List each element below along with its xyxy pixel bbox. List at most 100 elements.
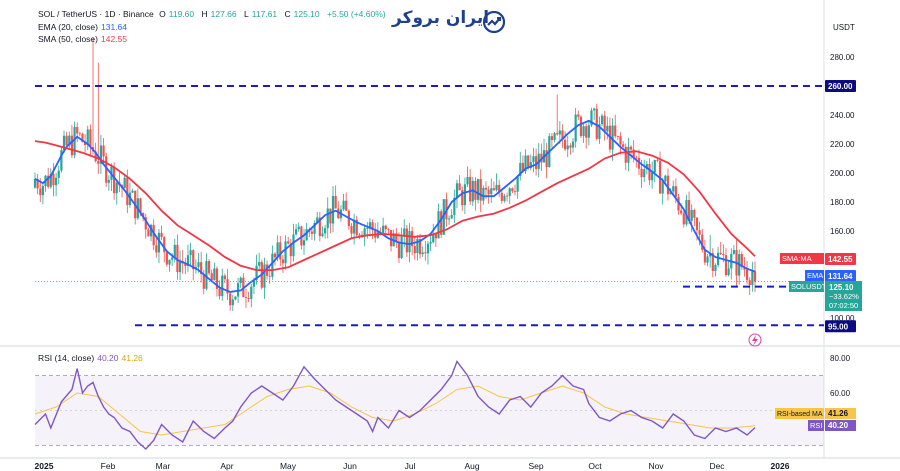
price-tick-label: 240.00	[830, 111, 855, 120]
candle-body	[498, 184, 501, 193]
candle-body	[276, 242, 279, 258]
candle-body	[685, 199, 688, 225]
candle-body	[413, 246, 416, 254]
time-axis: 2025 Feb Mar Apr May Jun Jul Aug Sep Oct Nov Dec 202…	[35, 461, 790, 471]
candle-body	[171, 257, 174, 260]
sma-legend[interactable]: SMA (50, close) 142.55	[38, 34, 130, 44]
change-tag: −33.62%	[829, 292, 859, 301]
candle-body	[622, 144, 625, 147]
candle-body	[210, 273, 213, 281]
candle-body	[587, 125, 590, 138]
last-price-box	[825, 281, 862, 311]
candle-body	[355, 219, 358, 236]
price-tick-label: 280.00	[830, 53, 855, 62]
candle-body	[165, 252, 168, 265]
candle-body	[603, 115, 606, 132]
candle-body	[461, 190, 464, 206]
candle-body	[534, 156, 538, 169]
candle-body	[545, 150, 548, 168]
iranbroker-logo: ایران بروکر	[392, 8, 490, 28]
symbol-name-tag-bg	[789, 281, 824, 292]
candle-body	[516, 175, 519, 192]
candle-body	[126, 177, 129, 206]
candle-body	[558, 130, 561, 135]
currency-label[interactable]: USDT	[833, 23, 855, 32]
last-price-tag: 125.10	[829, 283, 854, 292]
candle-body	[524, 155, 527, 172]
candle-body	[70, 135, 74, 156]
candle-body	[86, 129, 89, 145]
candle-body	[389, 230, 393, 247]
rsi-legend[interactable]: RSI (14, close) 40.20 41.26	[38, 353, 146, 363]
candle-body	[753, 271, 757, 282]
rsi-legend-label: RSI (14, close)	[38, 353, 95, 363]
candle-body	[556, 133, 559, 135]
candle-body	[236, 283, 240, 297]
candle-body	[371, 222, 374, 230]
candle-body	[616, 136, 619, 137]
candle-body	[107, 179, 110, 183]
candle-body	[131, 190, 134, 193]
candle-body	[337, 208, 340, 219]
candle-body	[47, 175, 50, 187]
candle-body	[41, 185, 45, 196]
sma-legend-value: 142.55	[101, 34, 127, 44]
candle-body	[65, 135, 68, 146]
candle-body	[329, 208, 332, 224]
ema-legend[interactable]: EMA (20, close) 131.64	[38, 22, 130, 32]
change-value: +5.50 (+4.60%)	[327, 9, 386, 19]
time-tick-label: May	[280, 461, 297, 471]
candle-body	[624, 146, 627, 163]
candle-body	[310, 231, 314, 234]
candle-body	[178, 261, 182, 273]
ma-lines	[34, 119, 756, 293]
candle-body	[176, 244, 179, 273]
candle-body	[680, 210, 683, 214]
price-tick-label: 180.00	[830, 198, 855, 207]
candle-body	[418, 238, 422, 255]
candle-body	[590, 110, 593, 126]
candle-body	[52, 173, 55, 186]
time-tick-label: Feb	[101, 461, 116, 471]
candle-body	[102, 145, 105, 157]
candle-body	[527, 155, 530, 169]
candle-body	[500, 192, 503, 201]
candle-body	[614, 125, 617, 137]
candle-body	[421, 252, 424, 255]
time-tick-label: Dec	[709, 461, 725, 471]
candle-body	[81, 133, 84, 142]
candle-body	[239, 277, 242, 284]
candle-body	[305, 229, 308, 241]
lightning-bolt	[752, 335, 758, 346]
symbol-label[interactable]: SOL / TetherUS · 1D · Binance	[38, 9, 154, 19]
candle-body	[353, 219, 356, 234]
level-260-tag-bg	[825, 80, 856, 92]
rsi-legend-value: 40.20	[97, 353, 119, 363]
candle-body	[234, 296, 237, 300]
time-tick-label: Mar	[156, 461, 171, 471]
candle-body	[416, 238, 419, 254]
ema-value-tag: 131.64	[828, 272, 853, 281]
price-tick-label: 100.00	[830, 314, 855, 323]
candle-body	[184, 263, 187, 266]
candle-body	[252, 280, 256, 287]
candle-body	[84, 141, 87, 145]
level-95-tag-bg	[825, 320, 856, 333]
candle-body	[229, 293, 232, 306]
candle-body	[221, 275, 224, 297]
candle-body	[629, 146, 633, 150]
candle-body	[273, 253, 277, 258]
candle-body	[727, 268, 730, 276]
l-value: 117.61	[251, 9, 278, 19]
time-tick-label: Apr	[220, 461, 233, 471]
candle-body	[342, 200, 345, 210]
candle-body	[200, 262, 203, 275]
candle-body	[645, 164, 648, 170]
c-value: 125.10	[293, 9, 320, 19]
candle-body	[33, 179, 37, 188]
candle-body	[429, 242, 432, 244]
candle-body	[458, 183, 461, 191]
candle-body	[466, 176, 469, 185]
candle-body	[690, 209, 693, 221]
